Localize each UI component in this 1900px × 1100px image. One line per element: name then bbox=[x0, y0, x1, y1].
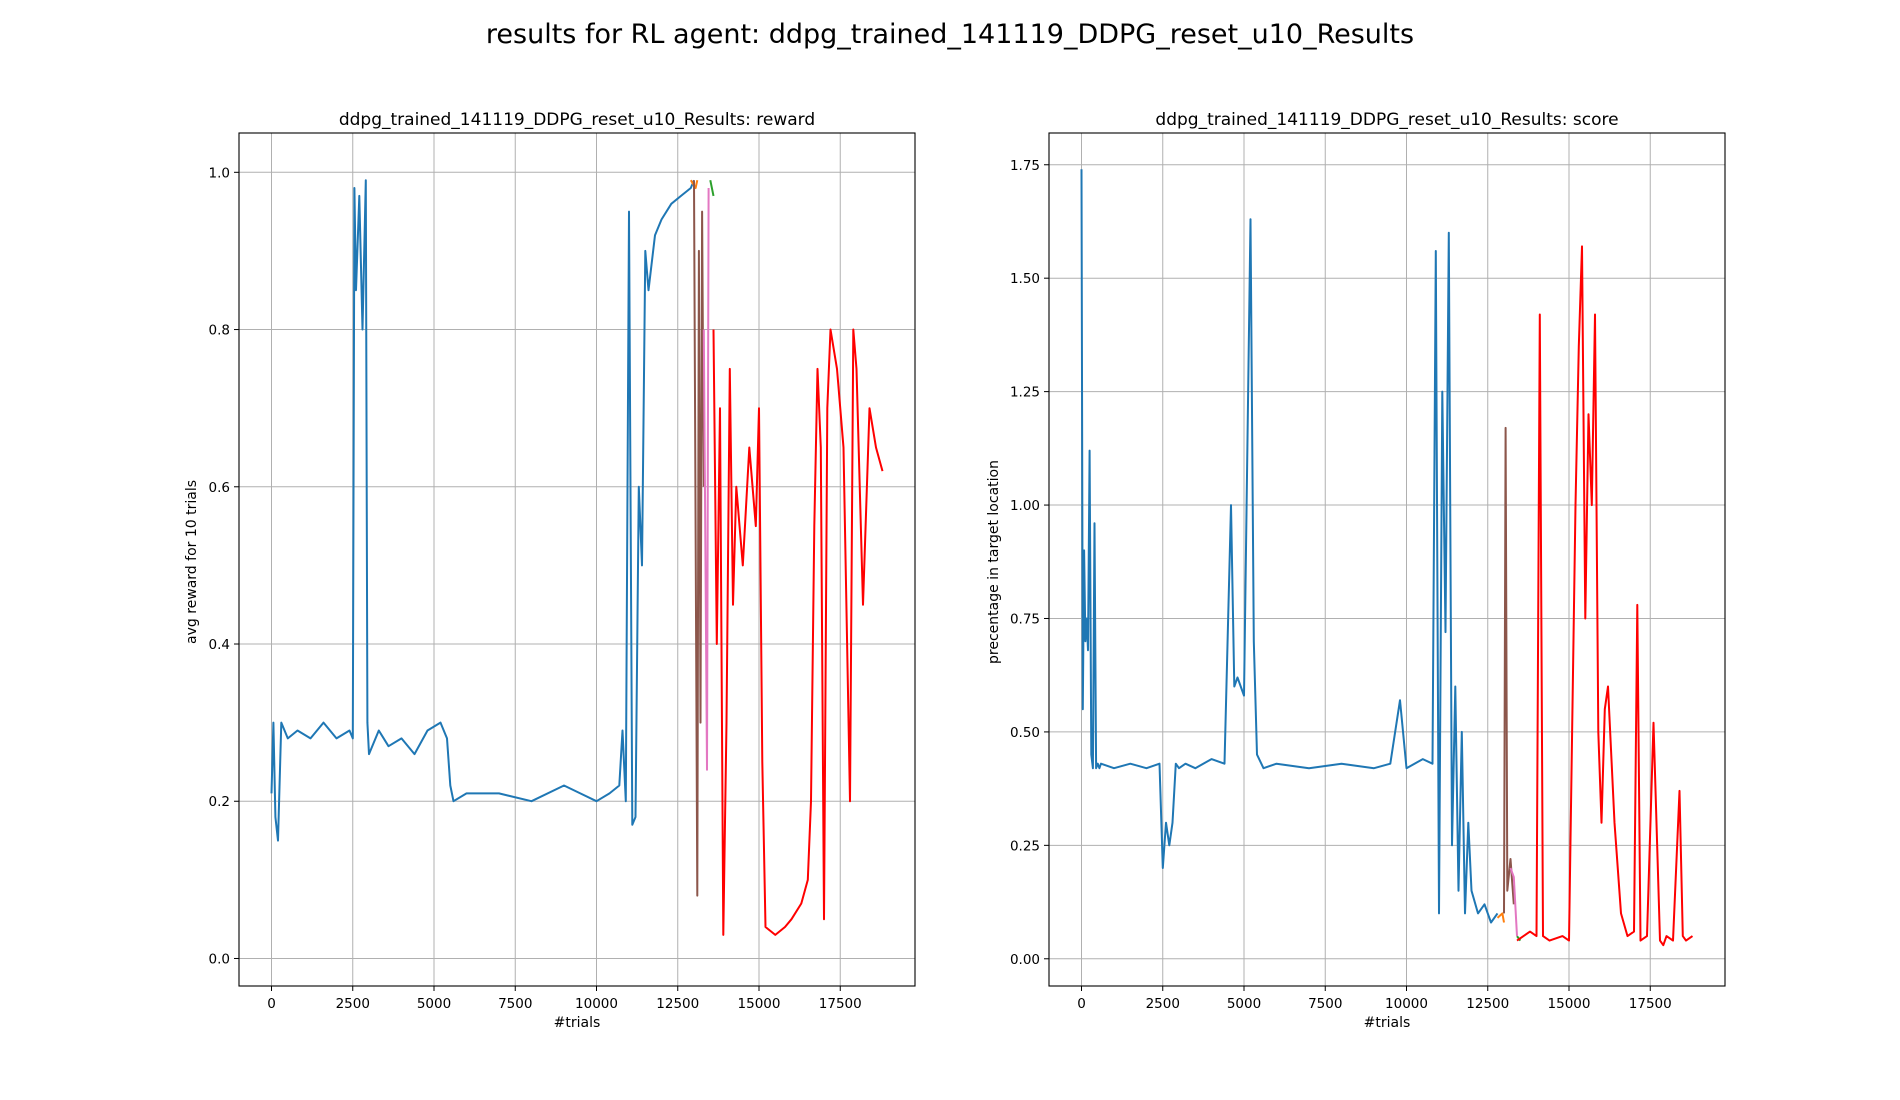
score-series-line-0 bbox=[1080, 169, 1499, 924]
reward-xtick-label: 15000 bbox=[738, 996, 781, 1012]
reward-grid bbox=[239, 133, 915, 986]
reward-ytick-label: 0.0 bbox=[209, 951, 230, 967]
score-grid bbox=[1049, 133, 1725, 986]
score-xtick-label: 12500 bbox=[1466, 996, 1509, 1012]
score-ytick-label: 1.00 bbox=[1010, 498, 1040, 514]
reward-ytick-label: 0.2 bbox=[209, 794, 230, 810]
score-axes-frame bbox=[1048, 132, 1726, 987]
reward-xtick-label: 5000 bbox=[417, 996, 451, 1012]
reward-subplot: ddpg_trained_141119_DDPG_reset_u10_Resul… bbox=[184, 110, 916, 1031]
score-ytick-label: 1.25 bbox=[1010, 385, 1040, 401]
score-xtick-label: 2500 bbox=[1146, 996, 1180, 1012]
figure-suptitle: results for RL agent: ddpg_trained_14111… bbox=[486, 19, 1414, 50]
score-ytick-label: 0.50 bbox=[1010, 725, 1040, 741]
score-series-line-1 bbox=[1496, 912, 1505, 923]
reward-ytick-label: 0.4 bbox=[209, 637, 230, 653]
score-xtick-label: 10000 bbox=[1385, 996, 1428, 1012]
reward-ticks: 0 2500 5000 7500 10000 12500 15000 17500 0.0 0.2 0… bbox=[209, 165, 862, 1012]
reward-series-line-4 bbox=[702, 187, 710, 771]
score-xtick-label: 15000 bbox=[1548, 996, 1591, 1012]
score-xtick-label: 17500 bbox=[1629, 996, 1672, 1012]
reward-xtick-label: 0 bbox=[267, 996, 276, 1012]
score-ylabel: precentage in target location bbox=[986, 460, 1002, 664]
score-subplot-title: ddpg_trained_141119_DDPG_reset_u10_Resul… bbox=[1155, 110, 1618, 130]
reward-ytick-label: 0.8 bbox=[209, 323, 230, 339]
score-subplot: ddpg_trained_141119_DDPG_reset_u10_Resul… bbox=[986, 110, 1726, 1031]
score-xtick-label: 7500 bbox=[1308, 996, 1342, 1012]
reward-xlabel: #trials bbox=[554, 1015, 601, 1031]
reward-ytick-label: 1.0 bbox=[209, 165, 230, 181]
reward-series-line-5 bbox=[712, 328, 884, 936]
score-series-line-3 bbox=[1503, 426, 1515, 914]
score-ytick-label: 1.75 bbox=[1010, 158, 1040, 174]
reward-series-line-3 bbox=[693, 180, 705, 897]
score-ytick-label: 0.00 bbox=[1010, 952, 1040, 968]
score-ticks: 0 2500 5000 7500 10000 12500 15000 17500 0.00 0.2… bbox=[1010, 158, 1672, 1012]
score-ytick-label: 0.25 bbox=[1010, 838, 1040, 854]
score-series-line-4 bbox=[1509, 867, 1518, 937]
reward-xtick-label: 2500 bbox=[336, 996, 370, 1012]
score-xtick-label: 0 bbox=[1077, 996, 1086, 1012]
reward-ytick-label: 0.6 bbox=[209, 480, 230, 496]
reward-ylabel: avg reward for 10 trials bbox=[184, 480, 200, 644]
reward-series-group bbox=[270, 179, 884, 936]
reward-subplot-title: ddpg_trained_141119_DDPG_reset_u10_Resul… bbox=[339, 110, 815, 130]
score-xlabel: #trials bbox=[1364, 1015, 1411, 1031]
reward-series-line-1 bbox=[689, 179, 699, 189]
reward-xtick-label: 17500 bbox=[819, 996, 862, 1012]
reward-xtick-label: 7500 bbox=[498, 996, 532, 1012]
score-xtick-label: 5000 bbox=[1227, 996, 1261, 1012]
reward-series-line-2 bbox=[709, 180, 715, 197]
reward-xtick-label: 12500 bbox=[656, 996, 699, 1012]
score-ytick-label: 1.50 bbox=[1010, 271, 1040, 287]
reward-axes-frame bbox=[238, 132, 916, 987]
reward-series-line-0 bbox=[270, 179, 695, 842]
score-series-group bbox=[1080, 169, 1694, 947]
score-ytick-label: 0.75 bbox=[1010, 611, 1040, 627]
score-series-line-5 bbox=[1516, 245, 1694, 947]
reward-xtick-label: 10000 bbox=[575, 996, 618, 1012]
